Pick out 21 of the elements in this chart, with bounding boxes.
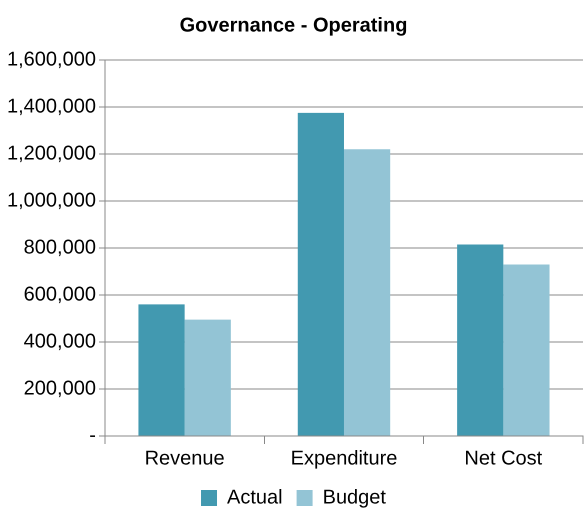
legend-label: Budget: [322, 486, 386, 509]
bar: [457, 244, 504, 436]
y-tick-label: 600,000: [24, 284, 96, 306]
y-tick-label: 1,600,000: [6, 48, 96, 71]
y-tick-label: 1,000,000: [6, 190, 96, 212]
y-tick-label: 800,000: [24, 236, 96, 259]
y-tick-label: -: [89, 424, 96, 447]
y-tick-label: 1,400,000: [6, 96, 96, 118]
bar: [184, 320, 231, 436]
x-tick-label: Expenditure: [290, 448, 398, 470]
bar: [344, 149, 390, 436]
legend-label: Actual: [227, 486, 283, 509]
y-tick-label: 1,200,000: [6, 142, 96, 165]
x-tick-label: Net Cost: [464, 448, 543, 470]
y-tick-label: 200,000: [24, 378, 96, 400]
y-tick-label: 400,000: [24, 330, 96, 353]
bar: [138, 304, 185, 436]
chart-title: Governance - Operating: [180, 14, 408, 37]
bar: [298, 112, 344, 436]
x-tick-label: Revenue: [144, 448, 225, 470]
bar: [503, 264, 550, 436]
